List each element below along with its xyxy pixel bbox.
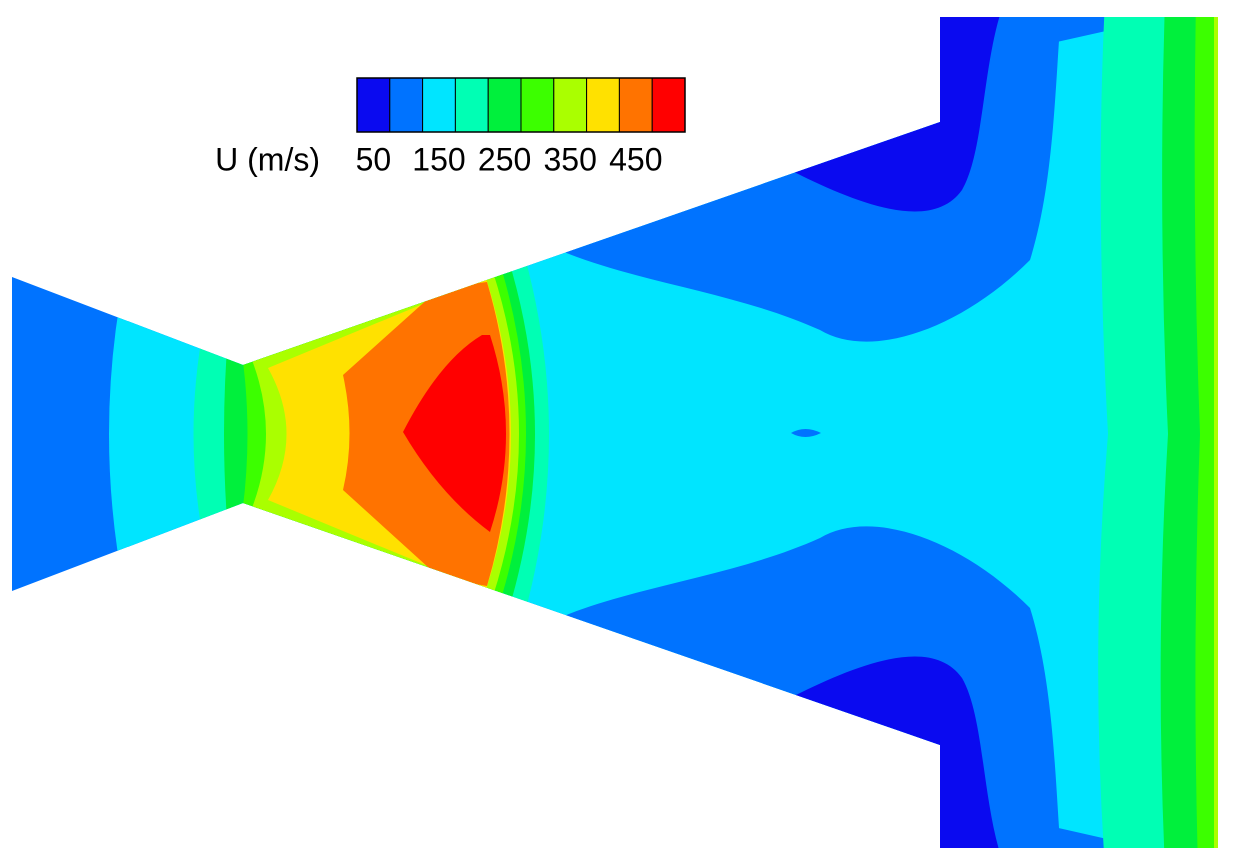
colorbar-box (487, 77, 522, 133)
colorbar-tick-label: 50 (356, 141, 392, 177)
colorbar-tick-label: 450 (609, 141, 662, 177)
colorbar-label: U (m/s) (215, 141, 320, 177)
colorbar-box (422, 77, 456, 133)
colorbar-box (520, 77, 555, 133)
colorbar-box (586, 77, 620, 133)
colorbar-box (454, 77, 489, 133)
colorbar: U (m/s) 50 150 250 350 450 (215, 77, 686, 177)
contour-region (403, 335, 506, 532)
contour-region (1194, 17, 1218, 848)
contour-region (1214, 17, 1218, 848)
colorbar-box (389, 77, 424, 133)
colorbar-frame (356, 77, 686, 133)
colorbar-tick-label: 150 (412, 141, 465, 177)
colorbar-box (356, 77, 391, 133)
colorbar-tick-label: 350 (544, 141, 597, 177)
colorbar-box (618, 77, 653, 133)
colorbar-box (651, 77, 686, 133)
contour-region (791, 429, 821, 437)
colorbar-box (553, 77, 588, 133)
colorbar-tick-label: 250 (478, 141, 531, 177)
